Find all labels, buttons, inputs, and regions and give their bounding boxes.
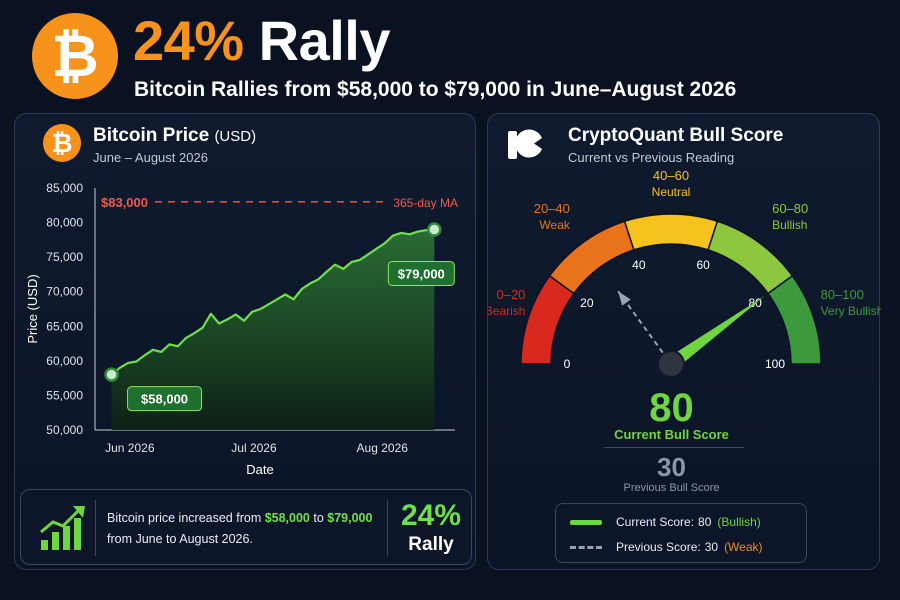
cryptoquant-logo-icon [508,129,542,159]
start-point-marker [104,367,119,382]
gauge-band-weak [548,220,635,295]
header: ₿ 24% Rally Bitcoin Rallies from $58,000… [0,0,900,108]
gauge-band-range-label: 40–60 [653,168,689,183]
price-panel-title-unit: (USD) [214,128,257,145]
summary-to-value: $79,000 [327,511,373,525]
summary-text-after: from June to August 2026. [107,532,253,546]
gauge-band-range-label: 20–40 [534,201,570,216]
y-axis-title: Price (USD) [25,274,40,343]
price-panel: ₿ Bitcoin Price (USD) June – August 2026… [14,113,476,570]
y-tick-label: 60,000 [46,354,83,368]
gauge-band-range-label: 0–20 [496,287,525,302]
gauge-band-range-label: 60–80 [772,201,808,216]
gauge-band-name-label: Very Bullish [821,304,881,318]
gauge-hub [657,350,685,378]
gauge-tick-label: 40 [632,258,646,272]
previous-needle-arrowhead [618,291,631,306]
summary-divider-right [387,500,388,556]
bull-score-subtitle: Current vs Previous Reading [568,150,735,165]
legend-current-row: Current Score: 80 (Bullish) [570,515,761,529]
summary-from-value: $58,000 [264,511,310,525]
gauge-tick-label: 20 [580,296,594,310]
summary-divider-left [95,500,96,556]
current-score-needle [666,295,765,370]
headline-percent: 24% [133,9,244,72]
score-separator [604,447,744,448]
gauge-band-name-label: Bearish [488,304,525,318]
gauge-band-name-label: Neutral [652,185,691,199]
start-value-label: $58,000 [141,392,188,407]
gauge-band-name-label: Bullish [772,218,807,232]
x-tick-label: Aug 2026 [357,441,409,455]
price-area-fill [111,229,435,430]
ma-value-label: $83,000 [101,195,148,210]
headline-subtitle: Bitcoin Rallies from $58,000 to $79,000 … [134,78,737,101]
legend-current-value: 80 [698,515,712,529]
gauge-legend: Current Score: 80 (Bullish) Previous Sco… [555,503,807,563]
gauge-tick-label: 60 [696,258,710,272]
gauge-band-range-label: 80–100 [821,287,864,302]
legend-previous-tag: (Weak) [724,540,763,554]
summary-percent: 24% [400,499,462,532]
bitcoin-small-logo-icon: ₿ [43,124,81,162]
summary-text: Bitcoin price increased from $58,000 to … [107,508,387,550]
current-score-label: Current Bull Score [614,427,729,442]
legend-previous-label: Previous Score: [616,540,701,554]
legend-current-label: Current Score: [616,515,695,529]
headline: 24% Rally [133,8,391,73]
gauge-band-name-label: Weak [539,218,570,232]
y-tick-label: 70,000 [46,285,83,299]
price-panel-title: Bitcoin Price (USD) [93,125,256,147]
summary-box: Bitcoin price increased from $58,000 to … [20,489,472,565]
summary-text-before: Bitcoin price increased from [107,511,265,525]
y-tick-label: 75,000 [46,250,83,264]
end-value-label: $79,000 [398,266,445,281]
x-axis-title: Date [246,462,273,477]
y-tick-label: 50,000 [46,423,83,437]
start-value-callout [127,386,203,412]
x-tick-label: Jun 2026 [105,441,155,455]
bull-score-panel: CryptoQuant Bull Score Current vs Previo… [487,113,881,570]
gauge-band-very-bullish [767,274,822,365]
bull-score-title: CryptoQuant Bull Score [568,125,784,146]
end-point-marker [427,222,442,237]
ma-name-label: 365-day MA [393,196,458,210]
legend-previous-value: 30 [704,540,719,554]
price-panel-subtitle: June – August 2026 [93,150,208,165]
gauge-band-bullish [707,220,794,295]
growth-chart-icon [40,506,85,550]
y-tick-label: 65,000 [46,319,83,333]
bull-score-gauge: 0–20 Bearish 20–40 Weak 40–60 Neutral 60–80 Bul… [488,168,881,378]
gauge-tick-label: 100 [765,357,785,371]
legend-current-tag: (Bullish) [717,515,761,529]
y-tick-label: 55,000 [46,388,83,402]
gauge-band-bearish [520,274,575,365]
summary-text-mid: to [309,511,328,525]
x-tick-label: Jul 2026 [231,441,277,455]
legend-previous-swatch [570,545,602,549]
y-tick-label: 85,000 [46,181,83,195]
price-panel-title-text: Bitcoin Price [93,125,210,146]
gauge-tick-label: 0 [564,357,571,371]
current-score-value: 80 [649,386,694,430]
summary-rally-label: Rally [408,534,454,555]
bitcoin-logo-icon: ₿ [32,13,118,99]
y-tick-label: 80,000 [46,216,83,230]
price-chart: 50,000 55,000 60,000 65,000 70,000 75,000 80,0… [25,181,458,477]
legend-previous-row: Previous Score: 30 (Weak) [570,540,763,554]
previous-score-label: Previous Bull Score [623,482,720,494]
end-value-callout [387,260,455,286]
legend-current-swatch [570,519,602,525]
price-line [110,228,435,376]
headline-word: Rally [258,9,391,72]
gauge-band-neutral [623,213,719,251]
previous-score-value: 30 [657,452,686,482]
